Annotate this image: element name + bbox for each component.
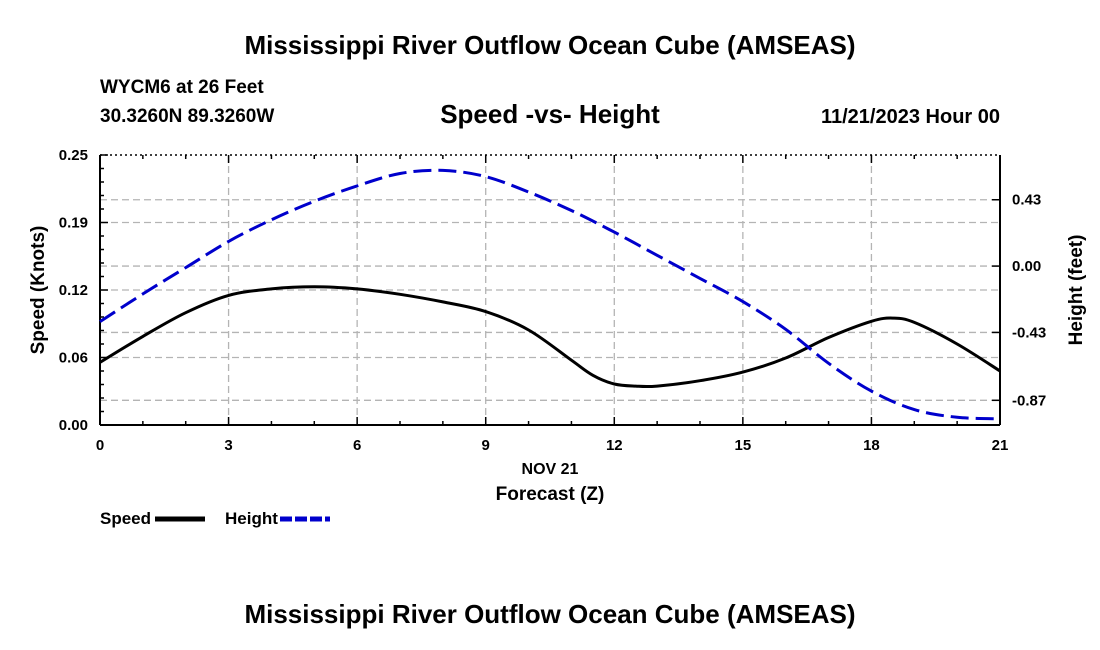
y2-tick-label: -0.43 <box>1012 324 1046 341</box>
x-axis-label: Forecast (Z) <box>496 484 605 505</box>
x-tick-label: 9 <box>482 437 490 454</box>
y-axis-label: Speed (Knots) <box>28 226 49 355</box>
y-tick-label: 0.12 <box>59 282 88 299</box>
chart-grid <box>100 155 1000 425</box>
station-coordinates: 30.3260N 89.3260W <box>100 106 275 127</box>
footer-title: Mississippi River Outflow Ocean Cube (AM… <box>244 599 856 629</box>
y-tick-label: 0.00 <box>59 417 88 434</box>
chart-tick-labels: 0 3 6 9 12 15 18 21 0.00 0.06 0.12 0.19 0.25 -0.87 -0.… <box>59 147 1046 454</box>
chart-main-title: Mississippi River Outflow Ocean Cube (AM… <box>244 30 856 60</box>
y-tick-label: 0.25 <box>59 147 88 164</box>
chart-legend: Speed Height <box>100 509 334 529</box>
x-tick-label: 15 <box>735 437 752 454</box>
legend-speed-swatch <box>155 516 206 522</box>
x-tick-label: 0 <box>96 437 104 454</box>
y2-axis-label: Height (feet) <box>1066 235 1087 346</box>
legend-height-swatch <box>279 516 330 522</box>
y-tick-label: 0.06 <box>59 350 88 367</box>
x-axis-date-label: NOV 21 <box>522 461 579 478</box>
y-tick-label: 0.19 <box>59 215 88 232</box>
x-tick-label: 21 <box>992 437 1009 454</box>
y2-tick-label: 0.43 <box>1012 192 1041 209</box>
series-line-speed <box>99 285 1001 389</box>
legend-speed-label: Speed <box>100 509 152 528</box>
chart-axes <box>99 154 1001 426</box>
series-line-height <box>99 168 1001 421</box>
plot-title: Speed -vs- Height <box>440 99 660 129</box>
station-name: WYCM6 at 26 Feet <box>100 77 264 98</box>
y2-tick-label: -0.87 <box>1012 392 1046 409</box>
y2-tick-label: 0.00 <box>1012 258 1041 275</box>
x-tick-label: 12 <box>606 437 623 454</box>
speed-height-chart: 0 3 6 9 12 15 18 21 0.00 0.06 0.12 0.19 0.25 -0.87 -0.… <box>28 147 1087 505</box>
legend-height-label: Height <box>225 509 278 528</box>
chart-series <box>99 168 1001 421</box>
forecast-datetime: 11/21/2023 Hour 00 <box>820 106 1000 128</box>
x-tick-label: 18 <box>863 437 880 454</box>
x-tick-label: 6 <box>353 437 361 454</box>
x-tick-label: 3 <box>224 437 232 454</box>
